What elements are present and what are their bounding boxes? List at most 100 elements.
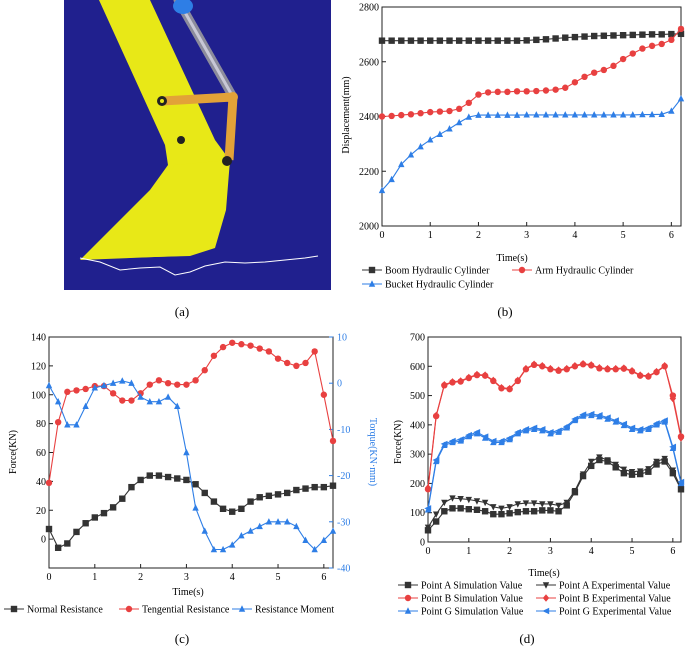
data-point xyxy=(498,510,505,518)
data-point xyxy=(596,454,603,461)
data-point xyxy=(648,110,656,118)
data-point xyxy=(109,504,117,511)
data-point xyxy=(530,508,538,515)
data-point xyxy=(164,473,172,481)
data-point xyxy=(128,397,135,404)
y-tick-label: 2600 xyxy=(359,57,379,68)
data-point xyxy=(192,481,199,488)
data-point xyxy=(668,107,675,114)
x-tick-label: 3 xyxy=(548,546,553,557)
data-point xyxy=(465,37,473,44)
y-tick-label: 400 xyxy=(410,420,425,431)
data-point xyxy=(588,361,595,369)
y-tick-label: 0 xyxy=(420,538,425,549)
data-point xyxy=(219,505,227,513)
data-point xyxy=(473,506,481,513)
data-point xyxy=(653,367,660,376)
data-point xyxy=(504,88,511,96)
data-point xyxy=(417,110,424,117)
data-point xyxy=(555,508,562,515)
data-point xyxy=(571,111,579,118)
data-point xyxy=(436,130,444,137)
legend-marker xyxy=(542,607,550,615)
data-point xyxy=(506,384,513,393)
data-point xyxy=(424,505,432,512)
data-point xyxy=(473,498,481,505)
data-point xyxy=(539,362,546,370)
legend-label: Arm Hydraulic Cylinder xyxy=(535,266,634,277)
data-point xyxy=(155,377,163,384)
data-point xyxy=(620,420,628,428)
data-point xyxy=(490,504,497,511)
data-point xyxy=(677,25,685,33)
legend-label: Point A Experimental Value xyxy=(559,581,671,592)
data-point xyxy=(530,360,538,368)
data-point xyxy=(424,484,432,492)
data-point xyxy=(311,348,318,355)
data-point xyxy=(164,380,172,387)
data-point xyxy=(388,112,395,120)
data-point xyxy=(596,364,603,372)
data-point xyxy=(293,522,300,530)
legend-label: Point B Experimental Value xyxy=(559,594,671,605)
data-point xyxy=(398,37,405,44)
legend-label: Normal Resistance xyxy=(27,605,103,616)
data-point xyxy=(563,423,570,430)
legend-marker xyxy=(404,581,412,589)
data-point xyxy=(183,476,190,484)
data-point xyxy=(563,499,570,507)
data-point xyxy=(265,348,273,355)
legend-label: Boom Hydraulic Cylinder xyxy=(385,266,490,277)
data-point xyxy=(645,372,652,380)
data-point xyxy=(302,359,309,367)
data-point xyxy=(229,508,236,515)
data-point xyxy=(505,434,513,442)
data-point xyxy=(155,472,163,479)
data-point xyxy=(201,527,208,534)
data-point xyxy=(73,421,80,428)
data-point xyxy=(636,371,644,379)
x-tick-label: 5 xyxy=(630,546,635,557)
data-point xyxy=(265,492,273,500)
data-point xyxy=(533,36,540,44)
data-point xyxy=(475,91,482,98)
data-point xyxy=(603,414,611,421)
data-point xyxy=(571,488,579,495)
data-point xyxy=(628,424,636,431)
x-tick-label: 3 xyxy=(184,572,189,583)
series-line-2 xyxy=(427,456,682,528)
data-point xyxy=(552,111,559,118)
data-point xyxy=(587,410,595,418)
data-point xyxy=(137,476,144,484)
data-point xyxy=(427,108,434,116)
data-point xyxy=(455,105,463,113)
legend-marker xyxy=(404,607,412,614)
data-point xyxy=(668,36,675,44)
data-point xyxy=(581,73,588,81)
data-point xyxy=(581,33,588,40)
data-point xyxy=(619,31,627,39)
legend-label: Point A Simulation Value xyxy=(421,581,523,592)
data-point xyxy=(600,32,608,39)
data-point xyxy=(128,483,135,491)
data-point xyxy=(610,62,617,70)
data-point xyxy=(554,427,562,434)
data-point xyxy=(424,524,432,532)
data-point xyxy=(432,518,440,525)
data-point xyxy=(661,362,668,370)
data-point xyxy=(274,491,282,498)
data-point xyxy=(481,433,489,440)
data-point xyxy=(610,111,617,118)
data-point xyxy=(398,160,405,168)
legend-marker xyxy=(518,266,526,274)
data-point xyxy=(562,34,569,41)
data-point xyxy=(522,500,530,507)
data-point xyxy=(82,402,89,409)
data-point xyxy=(238,341,245,348)
data-point xyxy=(473,370,481,379)
data-point xyxy=(448,437,456,445)
data-point xyxy=(579,411,587,418)
data-point xyxy=(283,489,291,497)
y-tick-label: 500 xyxy=(410,391,425,402)
data-point xyxy=(100,381,108,389)
